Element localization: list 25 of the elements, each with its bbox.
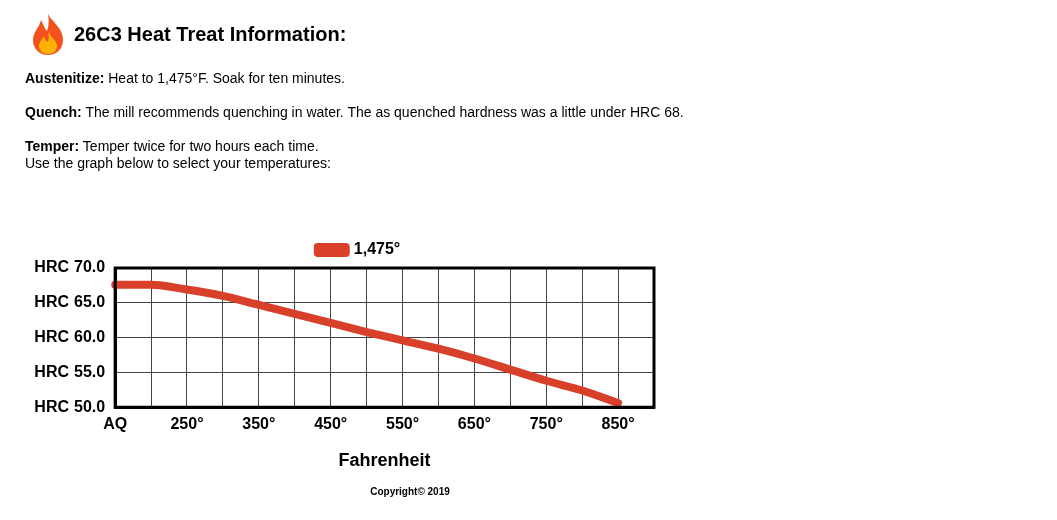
y-tick-label: 65.0 bbox=[74, 293, 106, 311]
x-axis-title: Fahrenheit bbox=[338, 450, 431, 471]
x-tick-label: 350° bbox=[242, 415, 276, 433]
x-tick-label: 750° bbox=[529, 415, 563, 433]
x-tick-label: 550° bbox=[385, 415, 420, 433]
y-tick-label: 55.0 bbox=[74, 362, 106, 380]
text: Quench: The mill recommends quenching in water. The as quenched hardness was a little under HRC 68. bbox=[25, 104, 685, 121]
chart-title: 26C3 Heat Treat Information: bbox=[74, 22, 347, 46]
y-tick-label: 60.0 bbox=[74, 328, 106, 346]
y-tick-label: 50.0 bbox=[74, 397, 106, 415]
x-tick-label: 850° bbox=[601, 415, 635, 433]
y-tick-label: 70.0 bbox=[74, 258, 106, 276]
x-tick-label: 250° bbox=[170, 415, 204, 433]
text: Austenitize: Heat to 1,475°F. Soak for ten minutes. bbox=[25, 70, 346, 87]
text: Copyright© 2019 bbox=[369, 486, 451, 497]
text: HRC bbox=[34, 328, 69, 346]
x-tick-label: 650° bbox=[457, 415, 491, 433]
x-tick-label: 450° bbox=[314, 415, 348, 433]
text: HRC bbox=[34, 258, 69, 276]
x-tick-label: AQ bbox=[103, 415, 128, 433]
legend-label: 1,475° bbox=[353, 240, 401, 258]
y-axis-title: HRC bbox=[34, 397, 70, 415]
text: Temper: Temper twice for two hours each time. Use the graph below to select your temperatures: bbox=[25, 138, 332, 172]
text: HRC bbox=[34, 293, 69, 311]
text: HRC bbox=[34, 362, 69, 380]
